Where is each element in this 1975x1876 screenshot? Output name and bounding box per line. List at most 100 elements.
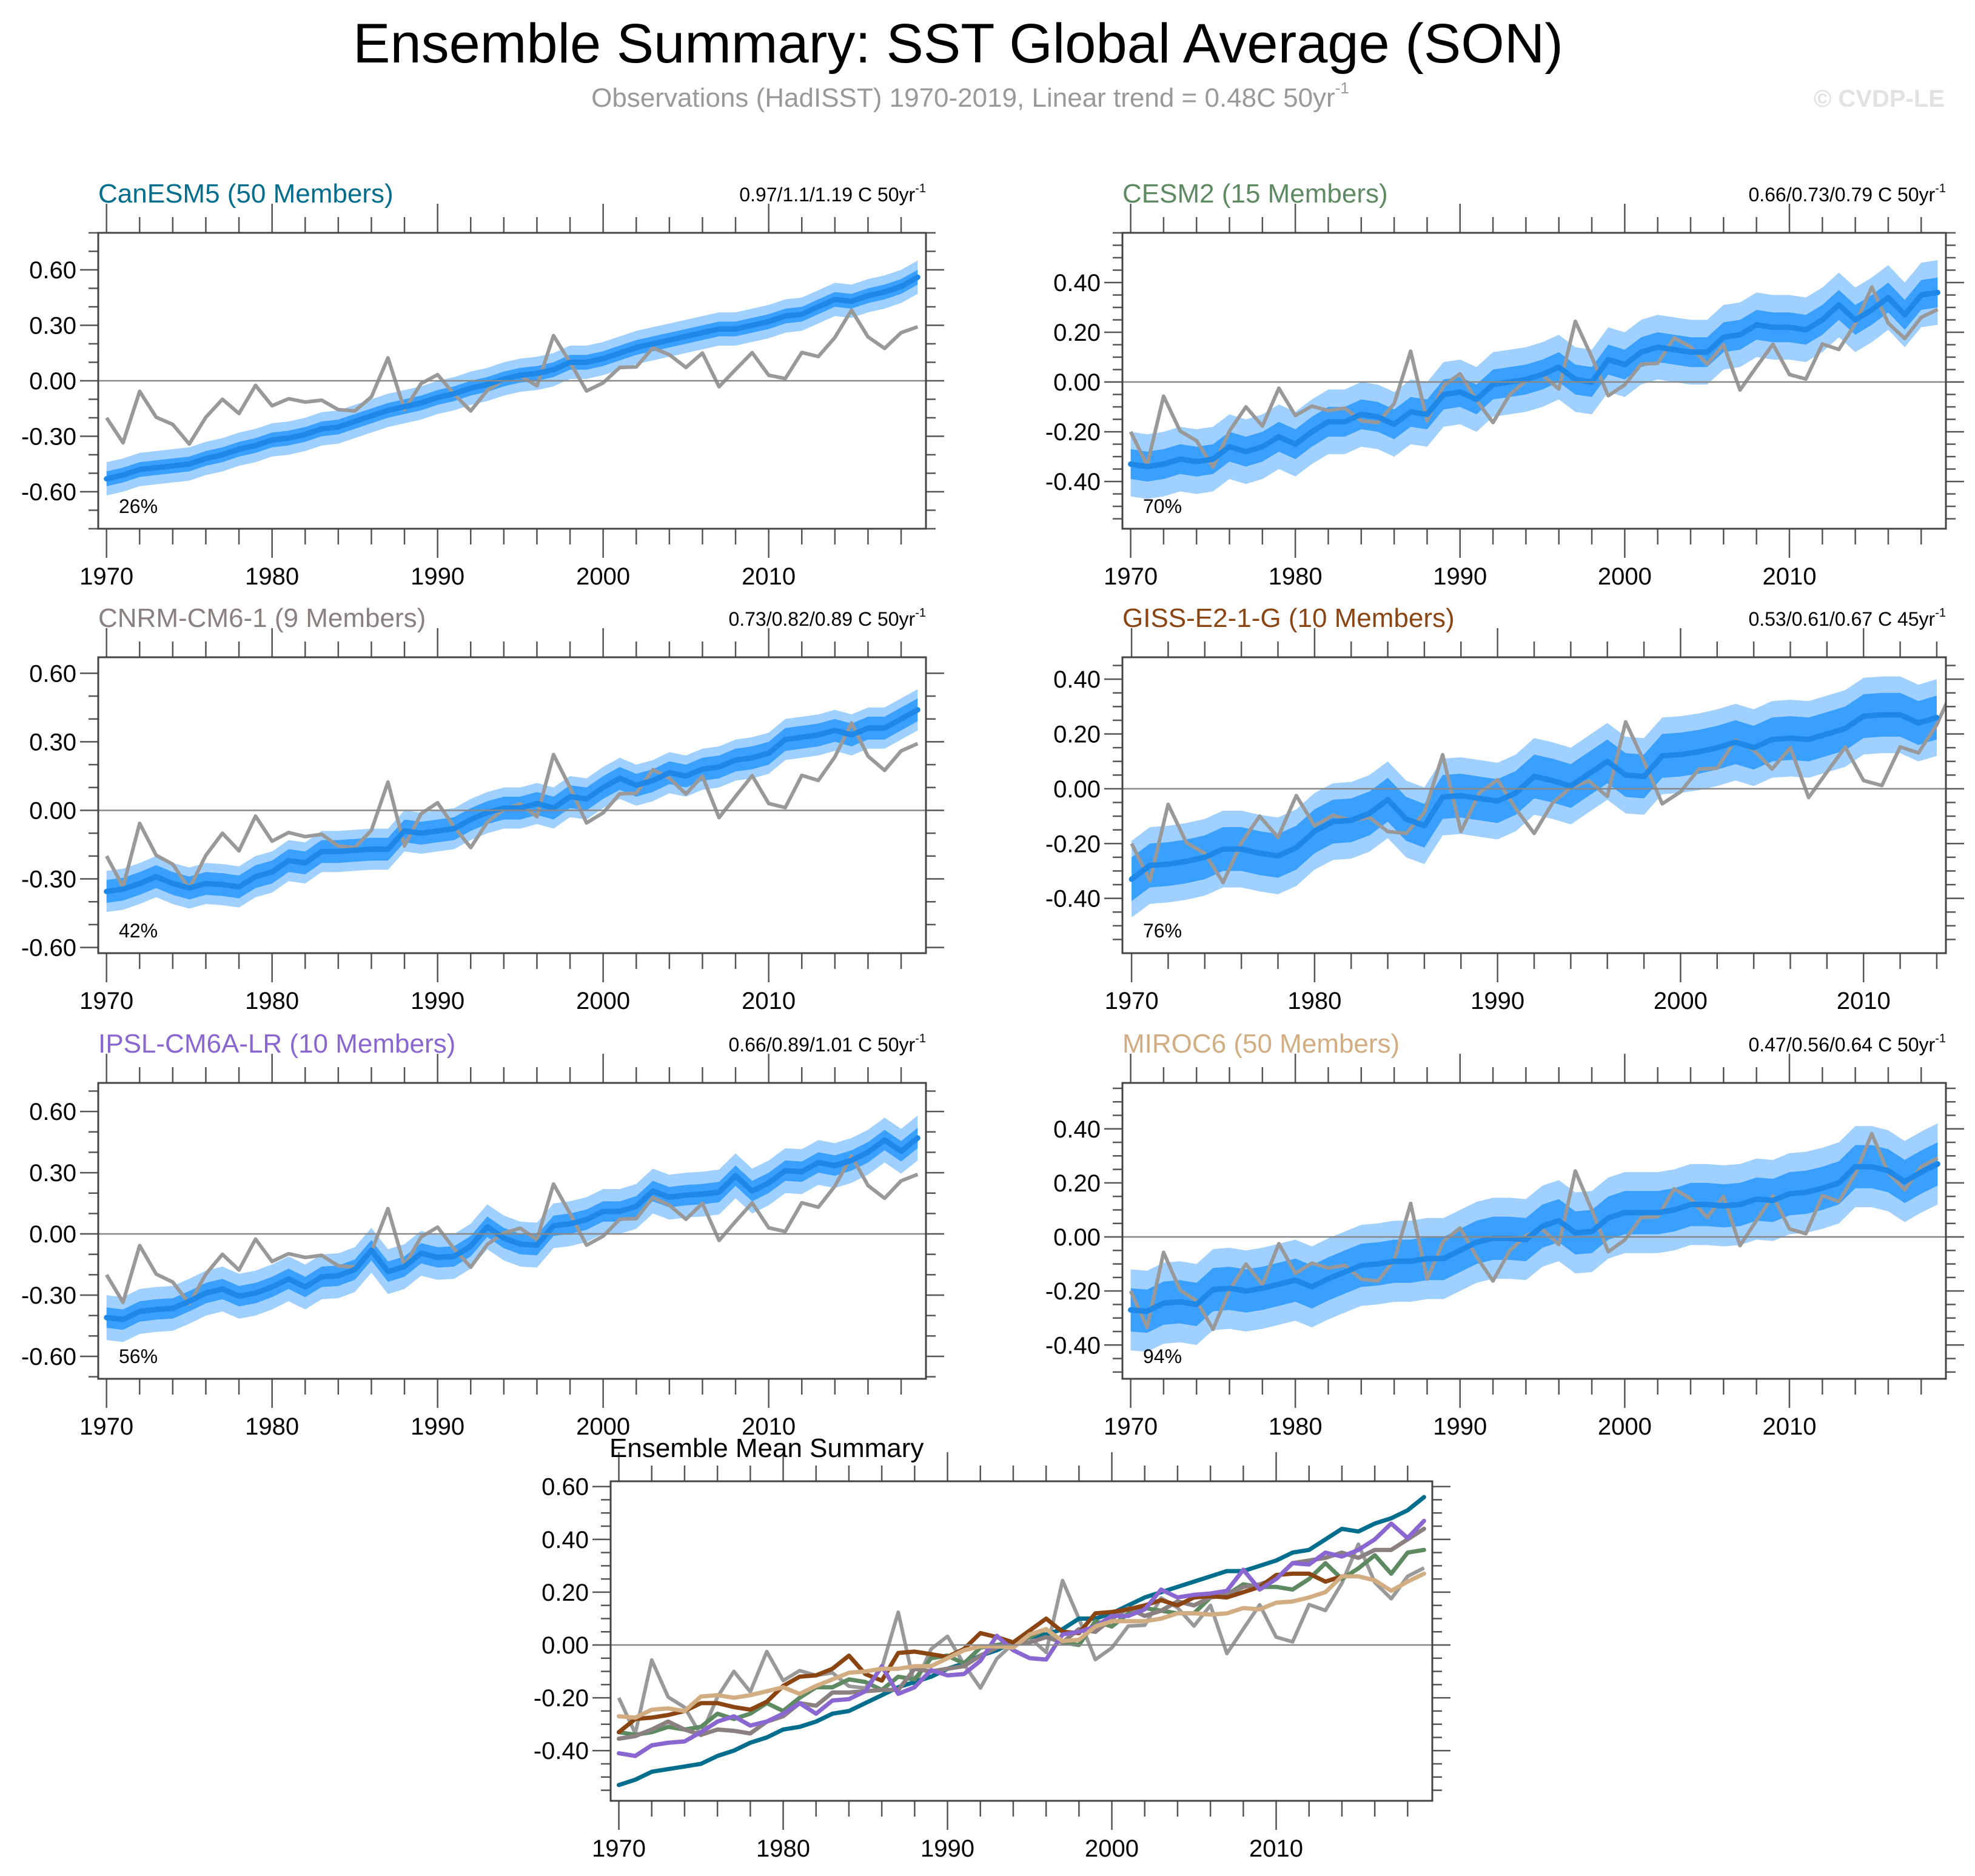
watermark: © CVDP-LE — [1814, 85, 1945, 112]
series-line-ipsl-cm6a-lr — [617, 1518, 1426, 1758]
ensemble-mean-point — [420, 402, 422, 404]
ensemble-mean-point — [535, 372, 538, 375]
ensemble-mean-point — [1808, 739, 1810, 741]
ensemble-mean-point — [1936, 716, 1938, 719]
x-tick-label: 2010 — [1249, 1835, 1303, 1862]
ensemble-mean-point — [138, 1310, 141, 1313]
ensemble-mean-line — [104, 707, 920, 894]
ensemble-mean-point — [1294, 1279, 1296, 1281]
inner-spread-band — [106, 698, 918, 903]
ensemble-mean-point — [1368, 812, 1370, 815]
ensemble-mean-point — [585, 361, 588, 363]
y-tick-label: 0.30 — [29, 313, 76, 340]
ensemble-mean-point — [884, 291, 886, 293]
trend-text: 0.97/1.1/1.19 C 50yr — [739, 184, 915, 206]
ensemble-mean-line — [104, 1135, 920, 1322]
ensemble-mean-point — [1162, 463, 1165, 465]
ensemble-mean-point — [1574, 1231, 1577, 1234]
ensemble-mean-point — [1179, 458, 1181, 460]
ensemble-mean-point — [817, 734, 820, 736]
ensemble-mean-point — [321, 850, 323, 853]
y-tick-label: -0.40 — [534, 1738, 589, 1764]
trend-label: 0.66/0.73/0.79 C 50yr-1 — [1748, 182, 1946, 206]
ensemble-mean-point — [685, 1194, 687, 1196]
ensemble-mean-point — [916, 1137, 919, 1139]
ensemble-mean-point — [1212, 458, 1214, 460]
ensemble-mean-point — [1387, 799, 1389, 801]
percent-label: 26% — [119, 495, 158, 517]
ensemble-mean-point — [734, 1174, 737, 1177]
ensemble-mean-point — [900, 1150, 902, 1153]
ensemble-mean-point — [619, 352, 621, 354]
ensemble-mean-point — [1360, 1264, 1363, 1267]
x-tick-label: 1980 — [245, 563, 299, 590]
ensemble-mean-point — [1167, 863, 1169, 865]
y-tick-label: -0.30 — [21, 866, 76, 893]
plot-content — [617, 1495, 1426, 1787]
ensemble-mean-point — [1423, 825, 1426, 827]
x-tick-label: 1980 — [1269, 1413, 1323, 1440]
trend-superscript: -1 — [915, 182, 926, 195]
ensemble-mean-point — [1409, 410, 1412, 413]
ensemble-mean-point — [1698, 751, 1700, 753]
ensemble-mean-point — [1903, 313, 1906, 316]
percent-label: 70% — [1143, 495, 1182, 517]
y-tick-label: 0.40 — [1053, 270, 1101, 296]
ensemble-mean-point — [469, 1245, 472, 1247]
ensemble-mean-point — [122, 888, 124, 890]
trend-text: 0.66/0.89/1.01 C 50yr — [728, 1034, 915, 1056]
ensemble-mean-point — [188, 463, 190, 465]
trend-text: 0.73/0.82/0.89 C 50yr — [728, 608, 915, 630]
ensemble-mean-point — [1607, 1217, 1609, 1219]
ensemble-mean-point — [1591, 1230, 1593, 1233]
trend-superscript: -1 — [1935, 606, 1946, 620]
ensemble-mean-point — [1459, 1249, 1461, 1251]
panel-title: CNRM-CM6-1 (9 Members) — [98, 603, 426, 633]
ensemble-mean-point — [155, 876, 158, 878]
ensemble-mean-point — [535, 1244, 538, 1247]
x-tick-label: 2000 — [1598, 1413, 1652, 1440]
ensemble-mean-point — [884, 1139, 886, 1141]
y-tick-label: -0.20 — [1045, 419, 1101, 446]
ensemble-mean-point — [503, 1237, 505, 1239]
x-tick-label: 1990 — [1433, 1413, 1487, 1440]
ensemble-mean-point — [1497, 800, 1499, 802]
ensemble-mean-point — [1640, 351, 1643, 353]
ensemble-mean-point — [768, 320, 770, 323]
ensemble-mean-point — [552, 369, 555, 371]
y-tick-label: 0.00 — [29, 368, 76, 395]
ensemble-mean-point — [321, 1276, 323, 1278]
ensemble-mean-point — [1936, 291, 1939, 293]
x-tick-label: 1980 — [245, 988, 299, 1014]
plot-frame — [1121, 232, 1947, 530]
ensemble-mean-point — [1426, 413, 1428, 415]
trend-text: 0.53/0.61/0.67 C 45yr — [1748, 608, 1935, 630]
trend-label: 0.66/0.89/1.01 C 50yr-1 — [728, 1032, 926, 1056]
ensemble-mean-point — [122, 474, 124, 477]
figure-subtitle: Observations (HadISST) 1970-2019, Linear… — [591, 79, 1349, 113]
ensemble-mean-point — [701, 332, 703, 334]
x-tick-label: 2010 — [1762, 563, 1816, 590]
x-tick-label: 2000 — [1654, 988, 1708, 1014]
ensemble-mean-point — [884, 727, 886, 729]
ensemble-mean-point — [1278, 1283, 1280, 1285]
ensemble-mean-point — [1689, 351, 1692, 353]
ensemble-mean-point — [784, 739, 786, 741]
x-tick-label: 2010 — [742, 1413, 796, 1440]
ensemble-mean-point — [1837, 1182, 1840, 1184]
percent-label: 42% — [119, 920, 158, 942]
ensemble-mean-point — [503, 378, 505, 380]
summary-title: Ensemble Mean Summary — [609, 1433, 924, 1463]
ensemble-mean-point — [1313, 830, 1316, 832]
ensemble-mean-point — [519, 807, 521, 809]
ensemble-mean-point — [437, 829, 439, 832]
ensemble-mean-point — [1441, 796, 1444, 798]
ensemble-mean-point — [768, 1182, 770, 1184]
ensemble-mean-point — [1310, 430, 1313, 433]
ensemble-mean-point — [204, 882, 207, 885]
y-tick-label: 0.00 — [542, 1632, 589, 1659]
ensemble-mean-point — [1871, 1165, 1873, 1168]
ensemble-mean-point — [1588, 772, 1591, 775]
ensemble-mean-point — [1623, 363, 1626, 366]
ensemble-mean-point — [900, 285, 902, 287]
